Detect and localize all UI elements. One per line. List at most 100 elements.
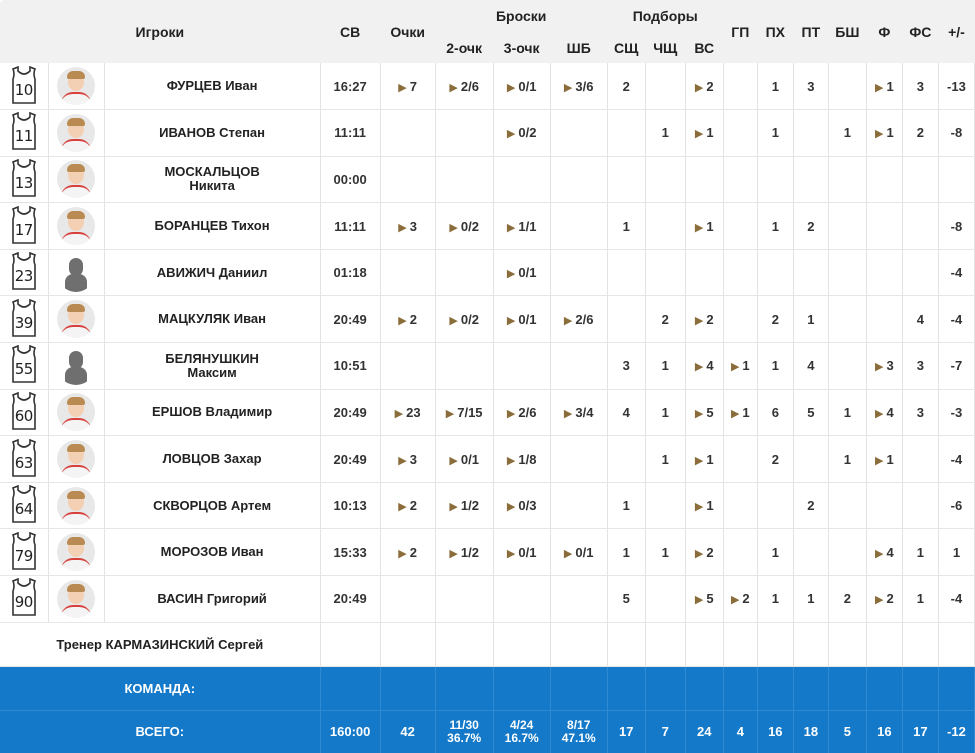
play-arrow-icon[interactable]: ▶	[506, 268, 516, 281]
cell-free-throws[interactable]: ▶ 0/1	[550, 528, 608, 577]
cell-assists[interactable]	[723, 63, 758, 111]
cell-three-pt[interactable]: ▶ 0/2	[493, 109, 551, 157]
cell-total-reb[interactable]: ▶ 1	[685, 482, 724, 530]
play-arrow-icon[interactable]: ▶	[875, 454, 884, 467]
player-name[interactable]: ИВАНОВ Степан	[159, 124, 266, 140]
player-name-cell[interactable]: ИВАНОВ Степан	[104, 109, 321, 157]
cell-assists[interactable]	[723, 249, 758, 297]
cell-two-pt[interactable]: ▶ 0/1	[435, 435, 494, 483]
cell-points[interactable]: ▶ 23	[380, 389, 436, 437]
header-turnovers[interactable]: ПХ	[757, 0, 794, 63]
header-assists[interactable]: ГП	[723, 0, 758, 63]
cell-total-reb[interactable]: ▶ 2	[685, 295, 724, 344]
play-arrow-icon[interactable]: ▶	[730, 361, 740, 374]
cell-total-reb[interactable]: ▶ 1	[685, 202, 724, 250]
play-arrow-icon[interactable]: ▶	[730, 407, 740, 420]
play-arrow-icon[interactable]: ▶	[506, 314, 516, 327]
play-arrow-icon[interactable]: ▶	[730, 594, 740, 607]
cell-points[interactable]	[380, 249, 436, 297]
cell-free-throws[interactable]	[550, 109, 608, 157]
cell-three-pt[interactable]: ▶ 0/1	[493, 528, 551, 577]
cell-fouls[interactable]	[866, 295, 903, 344]
header-three-pt[interactable]: 3-очк	[493, 32, 551, 63]
play-arrow-icon[interactable]: ▶	[875, 547, 884, 560]
cell-points[interactable]	[380, 342, 436, 390]
play-arrow-icon[interactable]: ▶	[563, 81, 573, 94]
player-row[interactable]: 55 БЕЛЯНУШКИН Максим 10:51 3 1 ▶ 4 ▶ 1 1 4	[0, 342, 975, 390]
play-arrow-icon[interactable]: ▶	[398, 454, 407, 467]
header-fouls-drawn[interactable]: ФС	[902, 0, 939, 63]
player-row[interactable]: 17 БОРАНЦЕВ Тихон 11:11 ▶ 3 ▶ 0/2 ▶ 1/1 1 ▶…	[0, 202, 975, 250]
play-arrow-icon[interactable]: ▶	[694, 81, 704, 94]
play-arrow-icon[interactable]: ▶	[694, 314, 704, 327]
player-name-cell[interactable]: БОРАНЦЕВ Тихон	[104, 202, 321, 250]
player-name[interactable]: ВАСИН Григорий	[157, 590, 267, 606]
play-arrow-icon[interactable]: ▶	[875, 361, 884, 374]
play-arrow-icon[interactable]: ▶	[506, 454, 516, 467]
play-arrow-icon[interactable]: ▶	[694, 454, 704, 467]
player-name-cell[interactable]: СКВОРЦОВ Артем	[104, 482, 321, 530]
cell-points[interactable]	[380, 109, 436, 157]
player-row[interactable]: 10 ФУРЦЕВ Иван 16:27 ▶ 7 ▶ 2/6 ▶ 0/1 ▶ 3/6 2…	[0, 63, 975, 111]
header-def-reb[interactable]: СЩ	[607, 32, 646, 63]
play-arrow-icon[interactable]: ▶	[875, 128, 884, 141]
player-row[interactable]: 64 СКВОРЦОВ Артем 10:13 ▶ 2 ▶ 1/2 ▶ 0/3 1 ▶…	[0, 482, 975, 530]
play-arrow-icon[interactable]: ▶	[398, 81, 407, 94]
player-row[interactable]: 13 МОСКАЛЬЦОВ Никита 00:00	[0, 156, 975, 204]
cell-assists[interactable]	[723, 528, 758, 577]
play-arrow-icon[interactable]: ▶	[694, 221, 704, 234]
cell-fouls[interactable]	[866, 156, 903, 204]
cell-three-pt[interactable]: ▶ 2/6	[493, 389, 551, 437]
player-name-cell[interactable]: БЕЛЯНУШКИН Максим	[104, 342, 321, 390]
player-name-cell[interactable]: МАЦКУЛЯК Иван	[104, 295, 321, 344]
player-name[interactable]: МОСКАЛЬЦОВ	[164, 164, 260, 180]
cell-points[interactable]	[380, 575, 436, 623]
play-arrow-icon[interactable]: ▶	[506, 407, 516, 420]
header-minutes[interactable]: СВ	[320, 0, 381, 63]
player-row[interactable]: 60 ЕРШОВ Владимир 20:49 ▶ 23 ▶ 7/15 ▶ 2/6 ▶…	[0, 389, 975, 437]
cell-assists[interactable]: ▶ 1	[723, 342, 758, 390]
play-arrow-icon[interactable]: ▶	[394, 407, 404, 420]
cell-assists[interactable]	[723, 295, 758, 344]
cell-fouls[interactable]: ▶ 4	[866, 389, 903, 437]
cell-free-throws[interactable]	[550, 435, 608, 483]
cell-points[interactable]: ▶ 3	[380, 435, 436, 483]
header-players[interactable]: Игроки	[0, 0, 321, 63]
header-off-reb[interactable]: ЧЩ	[645, 32, 686, 63]
play-arrow-icon[interactable]: ▶	[449, 454, 458, 467]
header-two-pt[interactable]: 2-очк	[435, 32, 494, 63]
player-name[interactable]: ЛОВЦОВ Захар	[162, 451, 262, 467]
cell-free-throws[interactable]: ▶ 3/4	[550, 389, 608, 437]
cell-two-pt[interactable]	[435, 342, 494, 390]
cell-fouls[interactable]: ▶ 4	[866, 528, 903, 577]
play-arrow-icon[interactable]: ▶	[694, 128, 704, 141]
play-arrow-icon[interactable]: ▶	[563, 407, 573, 420]
cell-two-pt[interactable]: ▶ 0/2	[435, 295, 494, 344]
play-arrow-icon[interactable]: ▶	[875, 81, 884, 94]
cell-assists[interactable]	[723, 202, 758, 250]
header-steals[interactable]: ПТ	[793, 0, 829, 63]
player-name-cell[interactable]: АВИЖИЧ Даниил	[104, 249, 321, 297]
cell-two-pt[interactable]	[435, 109, 494, 157]
cell-free-throws[interactable]	[550, 202, 608, 250]
cell-assists[interactable]	[723, 435, 758, 483]
cell-points[interactable]	[380, 156, 436, 204]
play-arrow-icon[interactable]: ▶	[563, 314, 573, 327]
play-arrow-icon[interactable]: ▶	[875, 594, 884, 607]
cell-free-throws[interactable]	[550, 156, 608, 204]
play-arrow-icon[interactable]: ▶	[694, 594, 704, 607]
header-total-reb[interactable]: ВС	[685, 32, 724, 63]
cell-three-pt[interactable]: ▶ 0/1	[493, 295, 551, 344]
cell-total-reb[interactable]: ▶ 2	[685, 528, 724, 577]
cell-two-pt[interactable]: ▶ 1/2	[435, 528, 494, 577]
player-name-cell[interactable]: ЕРШОВ Владимир	[104, 389, 321, 437]
player-name[interactable]: БОРАНЦЕВ Тихон	[154, 218, 270, 234]
cell-three-pt[interactable]: ▶ 0/1	[493, 249, 551, 297]
cell-three-pt[interactable]: ▶ 0/3	[493, 482, 551, 530]
cell-two-pt[interactable]: ▶ 0/2	[435, 202, 494, 250]
header-free-throws[interactable]: ШБ	[550, 32, 608, 63]
cell-points[interactable]: ▶ 2	[380, 528, 436, 577]
play-arrow-icon[interactable]: ▶	[398, 314, 407, 327]
cell-total-reb[interactable]: ▶ 1	[685, 435, 724, 483]
player-name[interactable]: ФУРЦЕВ Иван	[166, 78, 258, 94]
